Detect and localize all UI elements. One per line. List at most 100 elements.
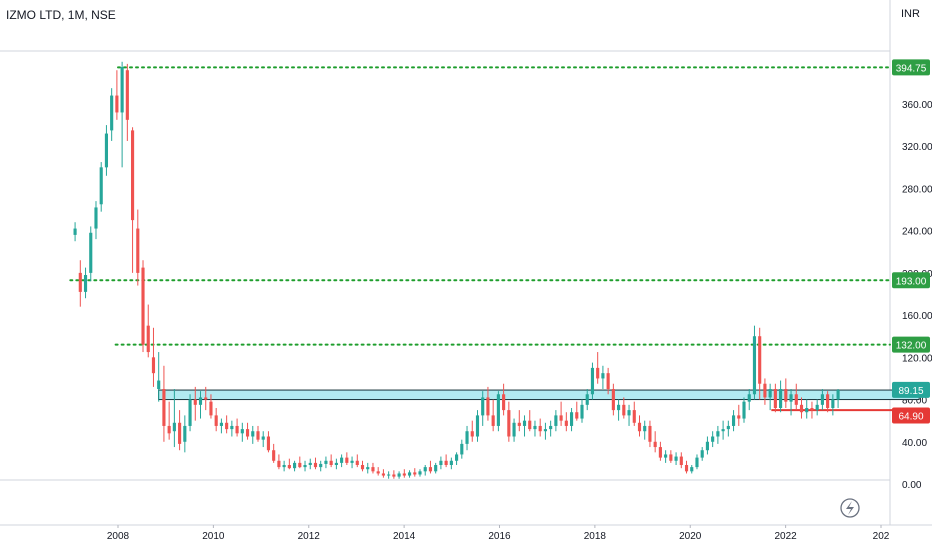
candle-body xyxy=(475,415,480,437)
y-tick-label: 320.00 xyxy=(902,142,932,153)
candle-body xyxy=(261,436,265,440)
candle xyxy=(779,380,783,413)
candle xyxy=(747,389,751,411)
candle-body xyxy=(789,394,793,402)
candle-body xyxy=(136,228,140,273)
replay-icon[interactable] xyxy=(840,498,860,518)
candle xyxy=(387,471,391,479)
y-tick-label: 40.00 xyxy=(902,438,927,449)
candle-body xyxy=(434,465,438,472)
candle xyxy=(198,391,203,419)
candle-body xyxy=(632,410,636,423)
candle xyxy=(815,399,819,416)
candle xyxy=(512,418,516,442)
candle-body xyxy=(355,460,359,465)
candle xyxy=(799,397,804,419)
candle-body xyxy=(329,460,333,465)
candle xyxy=(559,401,563,426)
level-tag-bg xyxy=(892,272,930,289)
candle-body xyxy=(721,429,725,432)
candle xyxy=(580,399,584,423)
candle-body xyxy=(695,457,699,468)
candle xyxy=(350,456,354,469)
y-tick-label: 80.00 xyxy=(902,396,927,407)
candle xyxy=(517,410,521,432)
x-tick-label: 2020 xyxy=(679,531,702,542)
candle-body xyxy=(643,425,647,432)
candle-body xyxy=(94,207,98,229)
candle-body xyxy=(590,367,595,395)
candle xyxy=(162,365,166,442)
candle xyxy=(460,439,464,459)
candle xyxy=(486,386,490,421)
candle-body xyxy=(146,325,150,353)
candle xyxy=(188,394,192,432)
candle xyxy=(611,383,615,416)
candle-body xyxy=(225,422,229,430)
candle-body xyxy=(794,394,798,405)
candle-body xyxy=(747,394,751,402)
candle xyxy=(496,391,500,432)
candle xyxy=(491,399,495,432)
candle-body xyxy=(256,431,260,440)
candle xyxy=(423,465,427,476)
candle-body xyxy=(162,389,166,426)
candle-body xyxy=(653,441,657,448)
level-tag: 132.00 xyxy=(892,336,930,353)
candle-body xyxy=(319,463,323,468)
x-tick-label: 2012 xyxy=(298,531,321,542)
y-tick-label: 160.00 xyxy=(902,311,932,322)
candle xyxy=(768,383,772,411)
candle-body xyxy=(606,373,610,389)
y-tick-label: 280.00 xyxy=(902,184,932,195)
candle-body xyxy=(528,420,532,430)
level-tag: 394.75 xyxy=(892,59,930,76)
last-price-tag-text: 89.15 xyxy=(898,386,923,397)
candle-body xyxy=(705,441,709,451)
level-tag-text: 394.75 xyxy=(896,63,927,74)
candle-body xyxy=(303,465,307,468)
candle xyxy=(256,425,260,442)
candle xyxy=(700,447,704,461)
candle xyxy=(590,362,595,400)
candle xyxy=(606,367,610,395)
candle-body xyxy=(193,399,197,405)
candle xyxy=(794,383,798,411)
candle-body xyxy=(214,415,218,426)
candle-body xyxy=(266,436,271,451)
y-tick-label: 360.00 xyxy=(902,100,932,111)
candle xyxy=(820,389,824,411)
candle-body xyxy=(104,133,109,168)
candle xyxy=(596,352,600,384)
candle-body xyxy=(758,336,762,384)
candle xyxy=(439,456,443,470)
candle-body xyxy=(178,422,182,444)
candle xyxy=(125,63,129,141)
candle-body xyxy=(470,431,474,437)
candle xyxy=(481,391,485,426)
level-tag-text: 132.00 xyxy=(896,341,927,352)
candle-body xyxy=(575,412,579,419)
candle xyxy=(585,389,589,411)
candle xyxy=(664,450,668,463)
candle xyxy=(104,125,109,176)
candle-body xyxy=(251,431,255,437)
candle xyxy=(637,415,642,437)
candle-body xyxy=(815,404,819,411)
candle xyxy=(721,420,725,440)
candle xyxy=(83,267,88,299)
candle xyxy=(204,386,208,411)
candle xyxy=(617,399,621,421)
candle xyxy=(669,450,673,463)
candle xyxy=(444,454,448,468)
candle xyxy=(219,418,223,434)
candle xyxy=(543,422,547,440)
candle-body xyxy=(805,408,809,413)
candle-body xyxy=(125,70,129,120)
candle xyxy=(167,401,171,440)
candle-body xyxy=(517,422,521,426)
candle xyxy=(89,226,93,282)
candle-body xyxy=(287,465,291,469)
candle xyxy=(298,456,302,469)
